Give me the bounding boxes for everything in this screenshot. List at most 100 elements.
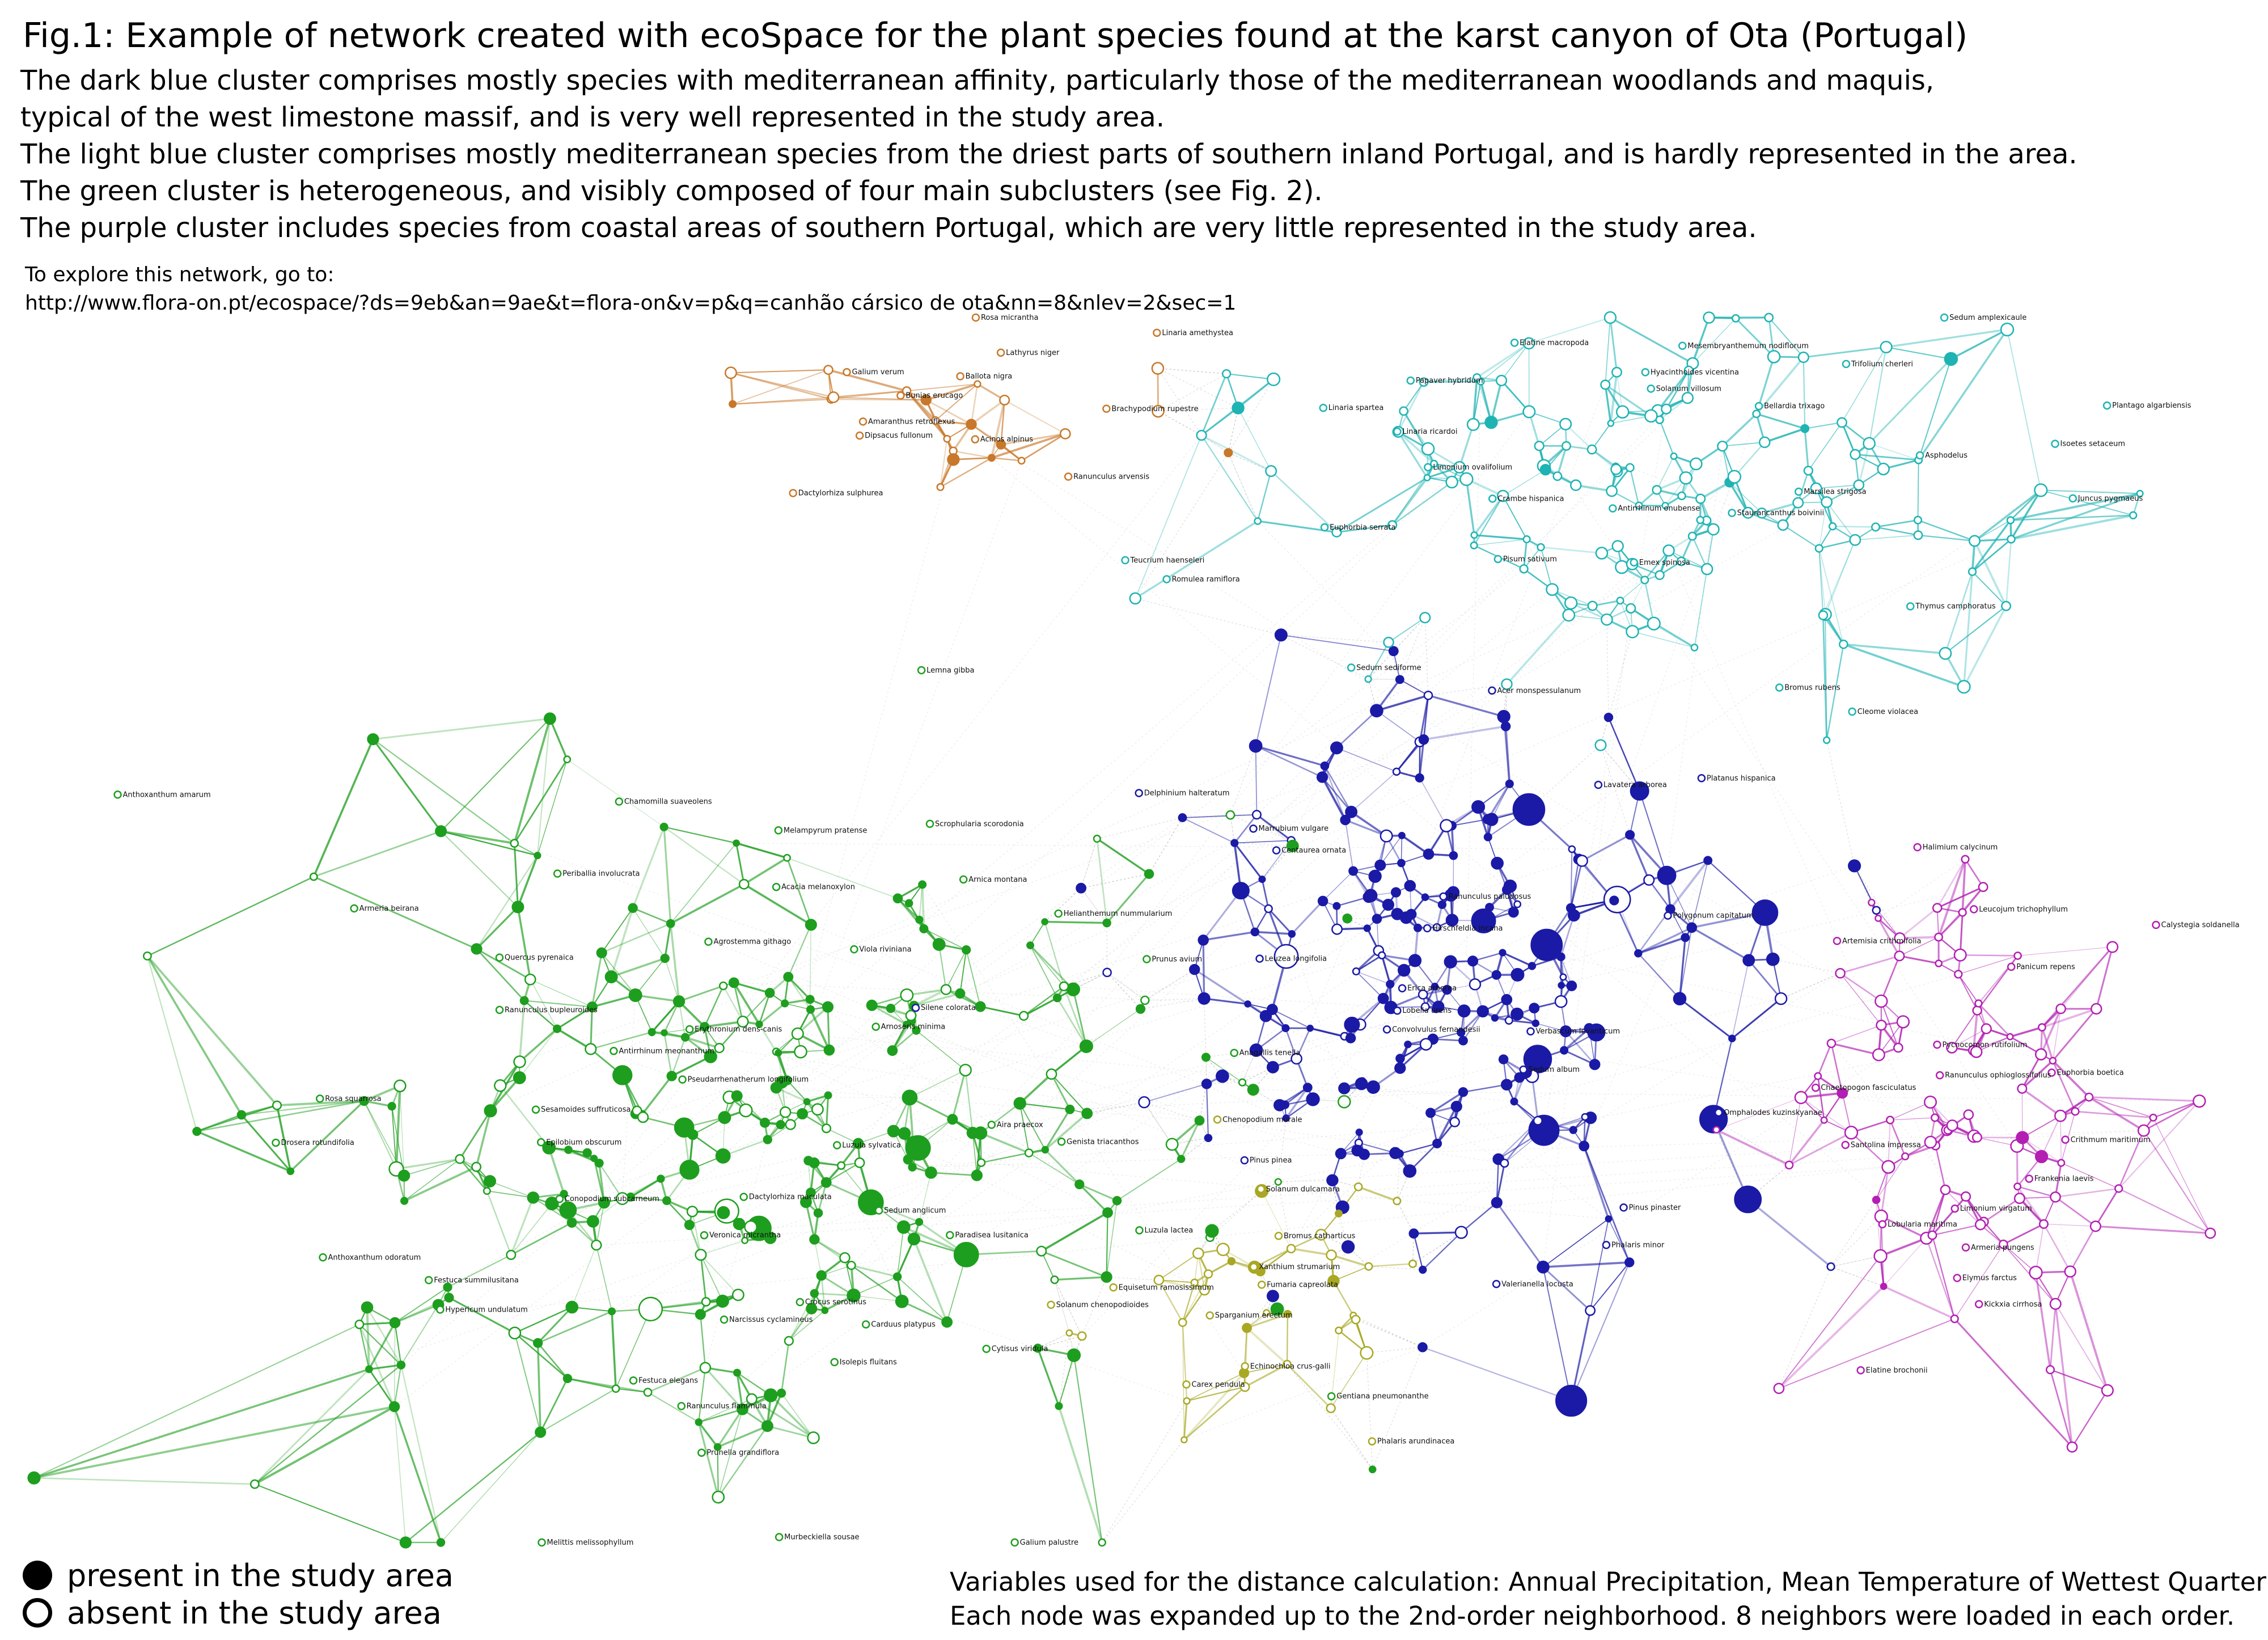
network-edge <box>1400 835 1403 863</box>
network-edge <box>1255 931 1292 935</box>
network-edge <box>1078 1183 1108 1214</box>
absent-node <box>1886 1115 1895 1125</box>
network-edge <box>1523 539 1527 569</box>
network-edge <box>1044 922 1065 987</box>
network-edge <box>1609 317 1618 373</box>
present-node <box>953 1242 979 1267</box>
present-node <box>809 1234 820 1245</box>
absent-node <box>1695 493 1706 504</box>
network-edge <box>1004 399 1066 434</box>
absent-node <box>1652 485 1662 495</box>
species-label: Linaria spartea <box>1328 404 1384 412</box>
network-edge <box>1608 631 1633 718</box>
present-node <box>1052 993 1062 1003</box>
network-edge <box>1721 413 1758 447</box>
network-edge <box>1780 973 1840 999</box>
species-node <box>1602 1241 1611 1249</box>
network-edge <box>1639 791 1668 876</box>
network-edge <box>1669 860 1709 910</box>
present-node <box>1335 1209 1343 1218</box>
present-node <box>1415 773 1424 783</box>
network-edge <box>1461 1202 1497 1233</box>
species-node <box>1841 1140 1850 1149</box>
network-edge <box>1322 870 1354 902</box>
species-label: Frankenia laevis <box>2034 1175 2094 1183</box>
absent-node <box>2045 1365 2055 1375</box>
absent-node <box>1469 978 1482 991</box>
present-node <box>947 453 960 466</box>
network-edge <box>1135 452 1229 599</box>
absent-node <box>686 1206 699 1218</box>
network-edge <box>1918 358 1952 460</box>
species-node <box>1393 427 1402 436</box>
species-label: Acer monspessulanum <box>1497 687 1581 695</box>
species-node <box>2051 439 2059 448</box>
species-node <box>1382 1025 1391 1034</box>
absent-node <box>1871 522 1881 532</box>
network-edge <box>1291 900 1324 935</box>
network-edge <box>393 1406 407 1543</box>
network-edge <box>906 390 1903 1022</box>
present-node <box>1351 1144 1364 1157</box>
network-edge <box>1107 411 1530 973</box>
network-edge <box>447 484 1859 1288</box>
network-edge <box>734 982 1341 1154</box>
network-edge <box>396 1158 460 1170</box>
present-node <box>535 1426 547 1438</box>
present-node <box>1728 1034 1736 1043</box>
species-node <box>1135 789 1143 797</box>
network-edge <box>1712 1118 1749 1200</box>
network-edge <box>1256 471 1272 522</box>
network-edge <box>1336 747 1397 772</box>
network-edge <box>1242 1050 1257 1083</box>
present-node <box>1065 1104 1075 1114</box>
absent-node <box>1913 530 1923 540</box>
absent-node <box>1576 855 1588 867</box>
absent-node <box>1559 973 1567 981</box>
network-edge <box>736 843 1572 849</box>
present-node <box>1398 831 1406 839</box>
species-label: Linaria amethystea <box>1162 329 1233 337</box>
species-label: Thymus camphoratus <box>1915 602 1996 611</box>
absent-node <box>1522 405 1536 419</box>
network-edge <box>1336 906 1348 919</box>
network-edge <box>664 923 672 959</box>
network-edge <box>912 1117 1585 1168</box>
network-edge <box>391 1106 397 1169</box>
present-node <box>1194 1115 1205 1126</box>
network-edge <box>611 1311 617 1389</box>
absent-node <box>2017 1083 2028 1094</box>
network-edge <box>1182 1290 1205 1323</box>
network-edge <box>1890 1102 1931 1121</box>
species-label: Dactylorhiza maculata <box>749 1193 832 1202</box>
absent-node <box>1265 465 1277 477</box>
present-node <box>1079 1039 1093 1054</box>
network-edge <box>448 1297 515 1334</box>
species-node <box>538 1538 546 1547</box>
absent-node <box>1610 463 1622 475</box>
species-node <box>796 1297 805 1307</box>
present-node <box>1483 832 1492 842</box>
network-edge <box>1352 1024 1969 1115</box>
present-node <box>192 1126 202 1136</box>
present-node <box>733 1368 741 1377</box>
present-node <box>1766 952 1780 966</box>
absent-node <box>936 483 945 491</box>
present-node <box>1247 1084 1259 1096</box>
network-edge <box>567 1377 616 1390</box>
species-node <box>1153 328 1161 337</box>
network-edge <box>1058 1355 1074 1406</box>
absent-node <box>1165 1138 1179 1151</box>
absent-node <box>1896 1015 1910 1029</box>
network-edge <box>1226 373 1274 380</box>
present-node <box>1274 628 1288 642</box>
explore-note: To explore this network, go to: http://w… <box>25 261 1236 318</box>
species-node <box>1492 1280 1501 1288</box>
network-edge <box>1571 1262 1630 1401</box>
species-node <box>436 1305 445 1314</box>
species-label: Sedum album <box>1529 1066 1580 1074</box>
network-edge <box>1399 679 1429 696</box>
species-node <box>1213 1115 1222 1124</box>
network-edge <box>1336 477 1428 533</box>
present-node <box>586 1215 599 1228</box>
